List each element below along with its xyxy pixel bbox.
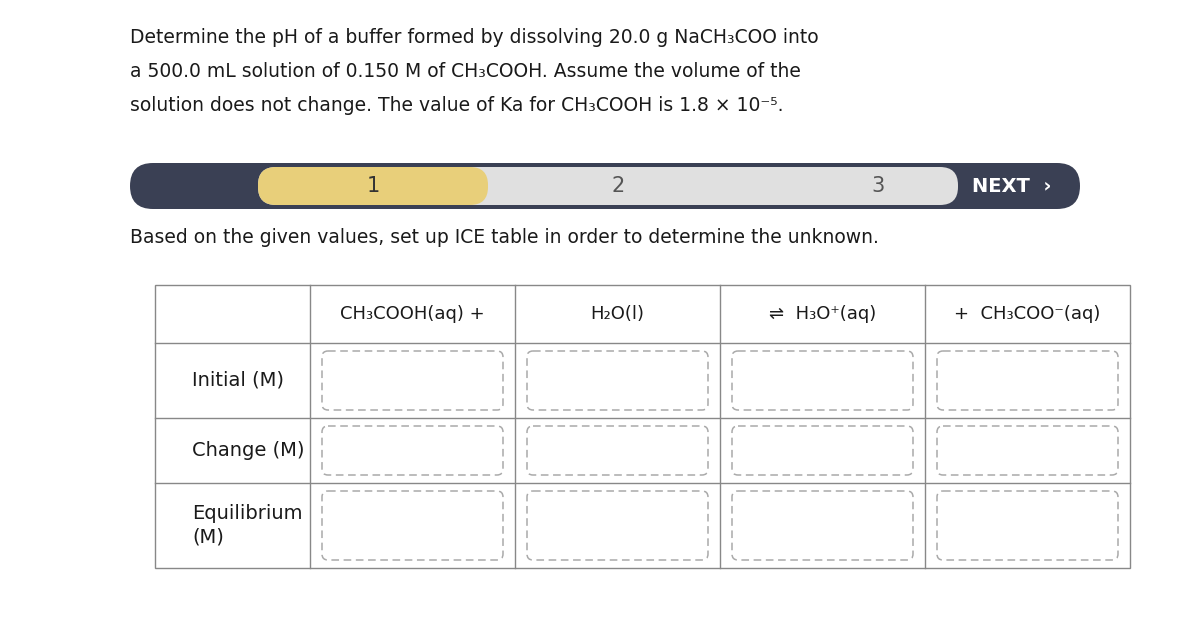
Text: Equilibrium
(M): Equilibrium (M) [192, 504, 302, 547]
Text: Initial (M): Initial (M) [192, 371, 284, 390]
Text: 1: 1 [366, 176, 379, 196]
Text: H₂O(l): H₂O(l) [590, 305, 644, 323]
Text: Determine the pH of a buffer formed by dissolving 20.0 g NaCH₃COO into: Determine the pH of a buffer formed by d… [130, 28, 818, 47]
Text: 2: 2 [611, 176, 625, 196]
FancyBboxPatch shape [130, 163, 1080, 209]
Text: Change (M): Change (M) [192, 441, 305, 460]
Text: +  CH₃COO⁻(aq): + CH₃COO⁻(aq) [954, 305, 1100, 323]
Text: solution does not change. The value of Ka for CH₃COOH is 1.8 × 10⁻⁵.: solution does not change. The value of K… [130, 96, 784, 115]
Text: ⇌  H₃O⁺(aq): ⇌ H₃O⁺(aq) [769, 305, 876, 323]
Text: a 500.0 mL solution of 0.150 M of CH₃COOH. Assume the volume of the: a 500.0 mL solution of 0.150 M of CH₃COO… [130, 62, 800, 81]
Text: CH₃COOH(aq) +: CH₃COOH(aq) + [340, 305, 485, 323]
FancyBboxPatch shape [258, 167, 488, 205]
Text: NEXT  ›: NEXT › [972, 176, 1051, 196]
FancyBboxPatch shape [258, 167, 958, 205]
Text: Based on the given values, set up ICE table in order to determine the unknown.: Based on the given values, set up ICE ta… [130, 228, 878, 247]
Bar [155, 285, 1130, 568]
Text: 3: 3 [871, 176, 884, 196]
